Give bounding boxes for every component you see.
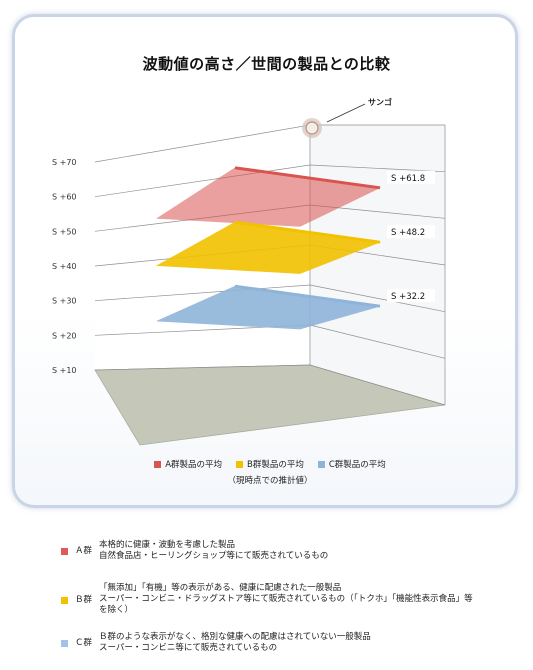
gridline <box>94 284 446 313</box>
y-tick-label: S +10 <box>52 366 77 375</box>
legend: A群製品の平均 B群製品の平均 C群製品の平均 （現時点での推計値） <box>120 458 420 486</box>
y-tick-label: S +20 <box>52 331 77 340</box>
chart-title: 波動値の高さ／世間の製品との比較 <box>142 55 391 73</box>
plane-edge <box>234 284 381 308</box>
group-description-line: Ｂ群のような表示がなく、格別な健康への配慮はされていない一般製品 <box>99 632 371 642</box>
legend-row: A群製品の平均 B群製品の平均 C群製品の平均 <box>120 458 420 470</box>
group-name: Ｂ群 <box>75 594 93 605</box>
y-tick-label: S +50 <box>52 227 77 236</box>
group-swatch <box>61 640 68 647</box>
gridline <box>94 164 446 198</box>
data-label: S +32.2 <box>391 292 425 302</box>
data-label-box <box>387 170 435 184</box>
legend-item: A群製品の平均 <box>154 458 222 470</box>
legend-label: B群製品の平均 <box>247 460 304 470</box>
sango-pointer <box>326 103 366 123</box>
group-description-line: を除く） <box>99 605 134 615</box>
group-description-line: スーパー・コンビニ等にて販売されているもの <box>99 643 278 653</box>
group-swatch <box>61 548 68 555</box>
data-label: S +61.8 <box>391 174 425 184</box>
data-label-box <box>387 289 435 303</box>
data-label-box <box>387 225 435 239</box>
y-tick-label: S +60 <box>52 193 77 202</box>
sango-label: サンゴ <box>368 97 392 107</box>
plane-edge <box>234 166 381 190</box>
data-label: S +48.2 <box>391 228 425 238</box>
plane-edge <box>234 220 381 244</box>
y-tick-label: S +70 <box>52 158 77 167</box>
group-description: Ｂ群のような表示がなく、格別な健康への配慮はされていない一般製品 スーパー・コンビ… <box>99 632 519 654</box>
group-c: Ｃ群 Ｂ群のような表示がなく、格別な健康への配慮はされていない一般製品 スーパー・コ… <box>55 632 525 670</box>
legend-label: C群製品の平均 <box>328 460 386 470</box>
y-tick-label: S +40 <box>52 262 77 271</box>
group-swatch <box>61 596 68 604</box>
gridline <box>94 364 446 406</box>
group-name: Ａ群 <box>75 546 93 556</box>
y-tick-label: S +30 <box>52 297 77 306</box>
legend-swatch <box>236 460 244 468</box>
group-a: Ａ群 本格的に健康・波動を考慮した製品 自然食品店・ヒーリングショップ等にて販売され… <box>55 540 525 578</box>
legend-item: C群製品の平均 <box>317 458 386 470</box>
legend-note: （現時点での推計値） <box>227 476 313 486</box>
sango-ball <box>305 121 319 135</box>
group-description-line: スーパー・コンビニ・ドラッグストア等にて販売されているもの（「トクホ」「機能性表… <box>99 594 473 604</box>
group-description: 「無添加」「有機」等の表示がある、健康に配慮された一般製品 スーパー・コンビニ・ド… <box>99 583 519 616</box>
group-description-line: 「無添加」「有機」等の表示がある、健康に配慮された一般製品 <box>99 583 342 593</box>
back-wall <box>310 125 445 405</box>
group-description-line: 自然食品店・ヒーリングショップ等にて販売されているもの <box>99 551 329 561</box>
group-description-line: 本格的に健康・波動を考慮した製品 <box>99 540 236 550</box>
group-description: 本格的に健康・波動を考慮した製品 自然食品店・ヒーリングショップ等にて販売されてい… <box>99 540 519 562</box>
legend-item: B群製品の平均 <box>236 458 304 470</box>
legend-swatch <box>317 460 325 468</box>
sango-marker: サンゴ <box>302 97 392 138</box>
legend-swatch <box>154 460 162 468</box>
legend-label: A群製品の平均 <box>165 460 223 470</box>
group-name: Ｃ群 <box>75 638 93 648</box>
group-b: Ｂ群 「無添加」「有機」等の表示がある、健康に配慮された一般製品 スーパー・コンビニ… <box>55 583 525 621</box>
